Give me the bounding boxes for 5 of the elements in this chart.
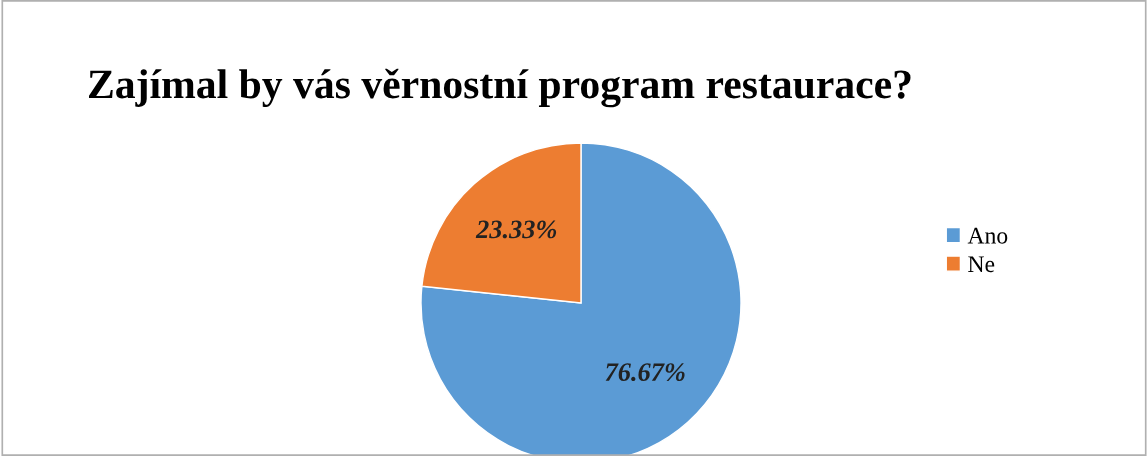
data-label: 76.67% <box>605 363 685 382</box>
data-label: 23.33% <box>475 220 557 239</box>
legend-label: Ano <box>967 227 1008 244</box>
chart-title: Zajímal by vás věrnostní program restaurace? <box>89 68 911 108</box>
legend-label: Ne <box>968 256 995 273</box>
